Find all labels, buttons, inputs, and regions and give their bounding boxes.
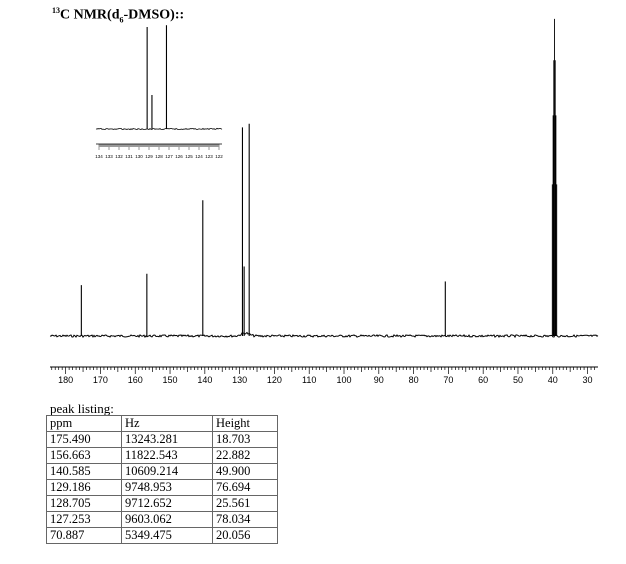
inset-tick-label: 127 [165, 154, 173, 159]
table-cell: 25.561 [212, 495, 278, 512]
table-cell: 70.887 [46, 527, 122, 544]
inset-tick-label: 128 [155, 154, 163, 159]
inset-tick-label: 133 [105, 154, 113, 159]
table-cell: 5349.475 [121, 527, 213, 544]
table-cell: Hz [121, 415, 213, 432]
table-row: 175.490 13243.281 18.703 [46, 431, 278, 448]
table-row: 70.887 5349.475 20.056 [46, 527, 278, 544]
peak-listing-table: ppm Hz Height 175.490 13243.281 18.703 156.663… [46, 415, 278, 544]
axis-tick-label: 40 [548, 375, 558, 385]
spectrum-title: 13C NMR(d6-DMSO):: [52, 6, 184, 24]
table-cell: 128.705 [46, 495, 122, 512]
table-cell: 78.034 [212, 511, 278, 528]
inset-baseline [95, 127, 223, 131]
title-isotope: 13 [52, 6, 60, 15]
axis-tick-label: 170 [93, 375, 108, 385]
table-cell: 11822.543 [121, 447, 213, 464]
inset-tick-label: 131 [125, 154, 133, 159]
axis-tick-label: 100 [336, 375, 351, 385]
axis-tick-label: 140 [197, 375, 212, 385]
table-cell: 129.186 [46, 479, 122, 496]
table-cell: 9603.062 [121, 511, 213, 528]
table-cell: 140.585 [46, 463, 122, 480]
main-peaks [49, 18, 599, 339]
title-main: C NMR(d [60, 7, 120, 23]
table-row: 140.585 10609.214 49.900 [46, 463, 278, 480]
axis-tick-label: 90 [374, 375, 384, 385]
axis-tick-label: 50 [513, 375, 523, 385]
table-cell: 18.703 [212, 431, 278, 448]
table-cell: 175.490 [46, 431, 122, 448]
nmr-spectrum-chart: 180 170 160 150 140 130 120 110 100 90 80 70 60 50 40 3… [49, 18, 599, 385]
table-cell: 9748.953 [121, 479, 213, 496]
table-cell: 156.663 [46, 447, 122, 464]
table-row: 156.663 11822.543 22.882 [46, 447, 278, 464]
inset-tick-label: 129 [145, 154, 153, 159]
peak-listing-title: peak listing: [50, 401, 114, 416]
table-cell: Height [212, 415, 278, 432]
axis-tick-label: 160 [128, 375, 143, 385]
table-cell: 20.056 [212, 527, 278, 544]
inset-tick-label: 132 [115, 154, 123, 159]
inset-tick-label: 124 [195, 154, 203, 159]
table-cell: 9712.652 [121, 495, 213, 512]
table-row: 127.253 9603.062 78.034 [46, 511, 278, 528]
spectrum-baseline [49, 331, 599, 339]
axis-tick-label: 60 [478, 375, 488, 385]
table-cell: 13243.281 [121, 431, 213, 448]
inset-tick-label: 125 [185, 154, 193, 159]
axis-tick-label: 130 [232, 375, 247, 385]
table-cell: ppm [46, 415, 122, 432]
table-row: 128.705 9712.652 25.561 [46, 495, 278, 512]
inset-tick-label: 122 [215, 154, 223, 159]
table-cell: 127.253 [46, 511, 122, 528]
main-x-axis: 180 170 160 150 140 130 120 110 100 90 80 70 60 50 40 3… [50, 366, 598, 385]
table-cell: 22.882 [212, 447, 278, 464]
table-cell: 10609.214 [121, 463, 213, 480]
axis-tick-label: 30 [583, 375, 593, 385]
inset-tick-label: 130 [135, 154, 143, 159]
axis-tick-label: 80 [409, 375, 419, 385]
title-solvent: -DMSO):: [123, 7, 185, 23]
table-cell: 76.694 [212, 479, 278, 496]
inset-chart: 134 133 132 131 130 129 128 127 126 125 124 123 122 [95, 25, 223, 159]
axis-tick-label: 150 [163, 375, 178, 385]
table-cell: 49.900 [212, 463, 278, 480]
inset-tick-label: 134 [95, 154, 103, 159]
axis-tick-label: 110 [302, 375, 316, 385]
inset-tick-label: 123 [205, 154, 213, 159]
title-subscript: 6 [119, 15, 124, 25]
axis-tick-label: 70 [443, 375, 453, 385]
inset-tick-label: 126 [175, 154, 183, 159]
axis-tick-label: 180 [58, 375, 73, 385]
table-row: 129.186 9748.953 76.694 [46, 479, 278, 496]
table-header-row: ppm Hz Height [46, 415, 278, 432]
axis-tick-label: 120 [267, 375, 282, 385]
